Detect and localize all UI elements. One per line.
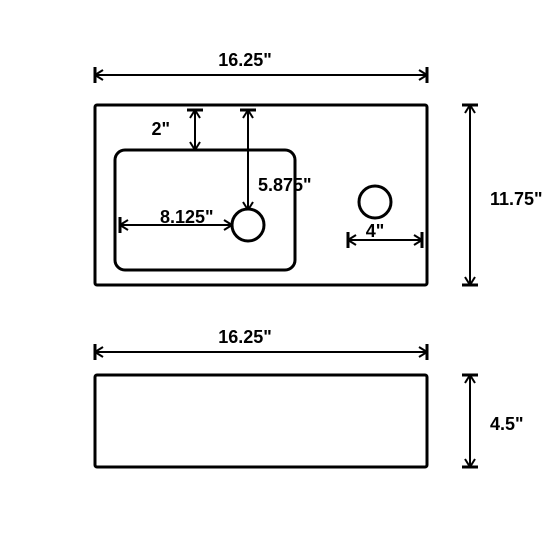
- svg-text:4.5": 4.5": [490, 414, 524, 434]
- svg-text:2": 2": [151, 119, 170, 139]
- svg-text:11.75": 11.75": [490, 189, 543, 209]
- svg-text:16.25": 16.25": [218, 50, 272, 70]
- svg-text:8.125": 8.125": [160, 207, 214, 227]
- dimension-drawing: 16.25" 11.75" 8.125" 2" 5.875" 4" 16.25" 4.5": [0, 0, 550, 550]
- svg-text:4": 4": [366, 221, 385, 241]
- svg-text:5.875": 5.875": [258, 175, 312, 195]
- svg-text:16.25": 16.25": [218, 327, 272, 347]
